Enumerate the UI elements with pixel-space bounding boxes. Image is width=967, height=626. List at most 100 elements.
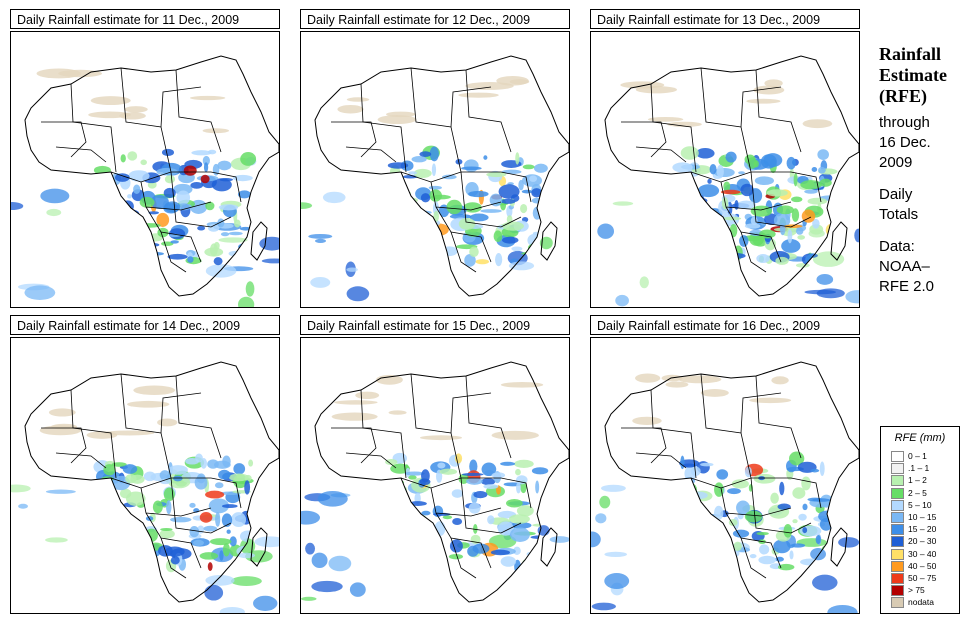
map-panel-3: Daily Rainfall estimate for 13 Dec., 200… <box>590 9 860 308</box>
rain-cell <box>827 604 858 613</box>
rain-cell <box>510 521 532 529</box>
country-border <box>725 512 782 569</box>
rain-cell <box>113 233 126 237</box>
rain-cell <box>763 153 783 168</box>
madagascar-outline <box>830 221 848 261</box>
rain-cell <box>173 183 193 195</box>
rain-cell <box>412 559 427 573</box>
nodata-patch <box>635 373 661 383</box>
rain-cell <box>103 513 126 525</box>
rain-cell <box>98 537 121 546</box>
rain-cell <box>431 163 437 177</box>
country-border <box>400 171 501 183</box>
rain-cell <box>393 552 400 567</box>
rain-cell <box>397 223 419 237</box>
rain-cell <box>187 256 194 263</box>
rain-cell <box>226 529 231 534</box>
rain-cell <box>775 556 784 562</box>
rain-cell <box>421 469 430 483</box>
coastline <box>604 55 859 297</box>
country-border <box>650 389 697 479</box>
rain-cell <box>139 196 155 208</box>
rain-cell <box>475 259 490 265</box>
rain-cell <box>712 245 727 255</box>
rain-cell <box>439 468 458 475</box>
legend-label: > 75 <box>908 585 925 596</box>
rain-cell <box>758 555 777 565</box>
legend-swatch <box>891 524 904 536</box>
rain-cell <box>119 534 132 543</box>
rain-cell <box>193 539 204 547</box>
rain-cell <box>534 254 541 260</box>
rain-cell <box>214 482 224 489</box>
country-border <box>140 181 212 211</box>
legend-swatch <box>891 512 904 523</box>
legend-label: 20 – 30 <box>908 536 937 547</box>
rain-cell <box>480 209 502 213</box>
rain-cell <box>777 503 791 510</box>
rain-cell <box>103 464 116 476</box>
nodata-patch <box>189 95 226 101</box>
rain-cell <box>680 146 699 160</box>
rain-cell <box>703 232 717 244</box>
rain-cell <box>405 255 425 260</box>
rain-cell <box>409 557 430 565</box>
country-border <box>740 537 767 579</box>
country-border <box>450 537 477 579</box>
nodata-patch <box>771 376 789 385</box>
country-border <box>210 171 242 203</box>
rain-cell <box>812 498 831 502</box>
rain-cell <box>163 187 176 199</box>
rain-cell <box>217 218 225 228</box>
rain-cell <box>102 547 107 557</box>
rainfall-map <box>10 31 280 308</box>
rain-cell <box>220 232 230 237</box>
rain-cell <box>701 226 714 240</box>
country-border <box>750 477 812 534</box>
rain-cell <box>170 556 180 565</box>
panel-title: Daily Rainfall estimate for 14 Dec., 200… <box>10 315 280 335</box>
rain-cell <box>103 248 112 254</box>
rain-cell <box>205 201 215 211</box>
rain-cell <box>466 477 483 485</box>
rain-cell <box>204 247 224 257</box>
rain-cell <box>245 281 255 297</box>
country-border <box>110 477 211 489</box>
rain-cell <box>461 472 484 477</box>
rain-cell <box>508 261 535 271</box>
country-border <box>790 171 822 203</box>
country-border <box>750 171 812 228</box>
rain-cell <box>421 554 437 565</box>
rain-cell <box>398 509 419 523</box>
rain-cell <box>700 462 714 467</box>
rain-cell <box>489 193 503 207</box>
rain-cell <box>672 529 694 542</box>
rain-cell <box>810 548 826 561</box>
rain-cell <box>807 197 828 205</box>
rain-cell <box>732 529 750 538</box>
rain-cell <box>301 596 317 601</box>
rain-cell <box>395 253 404 263</box>
rain-cell <box>687 213 697 219</box>
rain-cell <box>744 510 763 523</box>
rain-cell <box>689 528 698 541</box>
rain-cell <box>130 222 136 227</box>
nodata-patch <box>491 430 539 440</box>
rain-cell <box>139 243 146 252</box>
nodata-patch <box>647 116 684 122</box>
nodata-patch <box>749 397 792 404</box>
rain-cell <box>789 451 805 466</box>
rain-cell <box>421 510 431 516</box>
panel-title: Daily Rainfall estimate for 16 Dec., 200… <box>590 315 860 335</box>
country-border <box>635 146 687 163</box>
rain-cell <box>493 230 503 243</box>
legend-swatch <box>891 597 904 609</box>
rain-cell <box>750 205 773 217</box>
rainfall-map <box>300 337 570 614</box>
nodata-patch <box>346 97 370 102</box>
nodata-patch <box>376 374 403 385</box>
country-border <box>140 487 212 517</box>
rain-cell <box>811 166 818 173</box>
country-border <box>465 375 512 459</box>
